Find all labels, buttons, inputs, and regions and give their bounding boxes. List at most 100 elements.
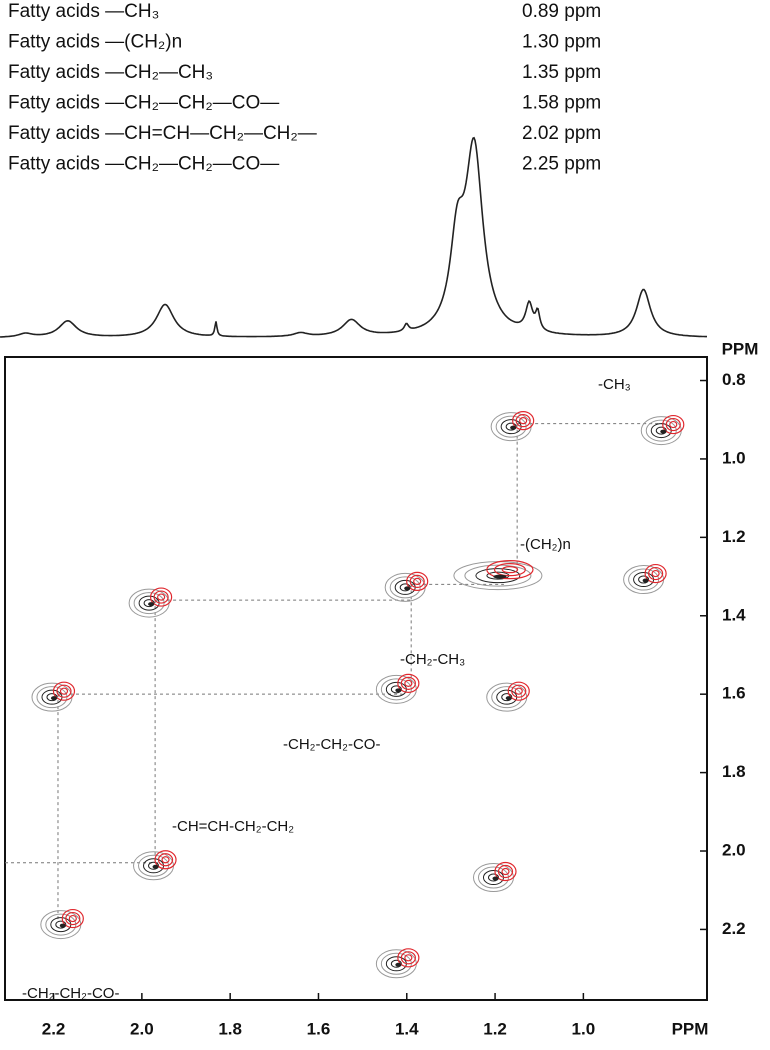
cross-peak — [640, 414, 685, 446]
assignment-group: Fatty acids —CH=CH—CH₂—CH₂— — [8, 123, 317, 144]
contour — [501, 566, 519, 574]
contour — [152, 864, 159, 869]
x-tick-label: 1.2 — [483, 1019, 507, 1038]
x-tick-label: 1.0 — [572, 1019, 596, 1038]
cross-peak — [375, 948, 420, 979]
y-tick-label: 1.4 — [722, 605, 746, 624]
contour — [59, 923, 66, 928]
x-axis-label: PPM — [672, 1019, 709, 1038]
contour — [409, 574, 425, 589]
assignment-group: Fatty acids —CH₂—CH₂—CO— — [8, 154, 279, 175]
cross-peak — [486, 681, 530, 712]
contour — [510, 425, 517, 430]
assignment-group: Fatty acids —CH₂—CH₂—CO— — [8, 93, 279, 114]
contour — [406, 571, 429, 592]
contour — [669, 420, 678, 429]
cross-peak — [384, 571, 429, 602]
assignment-shift: 1.58 ppm — [522, 93, 601, 114]
contour — [157, 853, 174, 867]
assignment-group: Fatty acids —CH₂—CH₃ — [8, 62, 213, 83]
assignment-group: Fatty acids —(CH₂)n — [8, 32, 182, 53]
cross-peak — [31, 681, 76, 712]
contour — [514, 687, 523, 695]
y-tick-label: 1.8 — [722, 762, 746, 781]
contour — [501, 867, 510, 876]
cross-peak — [128, 587, 173, 618]
contour — [486, 560, 534, 580]
contour — [65, 911, 81, 926]
contour — [50, 696, 57, 701]
contour — [475, 568, 521, 584]
contour — [662, 414, 685, 435]
x-tick-label: 1.4 — [395, 1019, 419, 1038]
plot-frame — [4, 356, 708, 1001]
contour — [61, 908, 84, 929]
contour — [519, 417, 528, 425]
y-tick-label: 1.6 — [722, 684, 746, 703]
contour — [400, 951, 416, 965]
contour — [397, 948, 420, 968]
contour — [395, 962, 402, 967]
contour — [511, 684, 527, 698]
contour — [59, 687, 69, 695]
y-tick-label: 2.2 — [722, 919, 746, 938]
contour — [395, 688, 402, 693]
contour — [464, 564, 532, 587]
contour — [56, 684, 72, 698]
x-tick-label: 1.8 — [218, 1019, 242, 1038]
contour — [651, 569, 660, 578]
contour — [413, 577, 422, 586]
contour — [660, 429, 667, 434]
contour — [512, 411, 535, 431]
contour — [644, 563, 667, 584]
contour — [154, 850, 177, 870]
cross-peak — [623, 563, 667, 595]
contour — [515, 414, 531, 428]
contour — [665, 417, 681, 432]
contour — [161, 856, 170, 864]
cross-peak — [375, 673, 420, 704]
contour — [153, 590, 169, 604]
contour — [404, 954, 413, 962]
cross-peak — [490, 411, 535, 442]
y-tick-label: 2.0 — [722, 840, 746, 859]
contour — [397, 673, 420, 693]
assignment-shift: 0.89 ppm — [522, 1, 601, 22]
y-tick-label: 1.2 — [722, 527, 746, 546]
contour — [404, 679, 413, 687]
contour — [648, 566, 664, 581]
cross-peak — [133, 850, 177, 881]
assignment-shift: 1.30 ppm — [522, 32, 601, 53]
peak-annotation: -(CH₂)n — [520, 536, 571, 553]
peak-annotation: -CH=CH-CH₂-CH₂ — [172, 818, 294, 835]
contour — [150, 587, 173, 607]
contour — [493, 574, 507, 579]
cross-peak — [472, 861, 517, 893]
cross-peak — [453, 560, 543, 591]
y-tick-label: 1.0 — [722, 448, 746, 467]
contour — [505, 696, 512, 701]
contour — [68, 914, 77, 923]
assignment-shift: 1.35 ppm — [522, 62, 601, 83]
assignment-shift: 2.25 ppm — [522, 154, 601, 175]
peak-annotation: -CH₂-CH₃ — [400, 651, 465, 668]
contour — [642, 578, 649, 583]
x-tick-label: 2.0 — [130, 1019, 154, 1038]
peak-annotation: -CH₃ — [598, 376, 631, 393]
contour — [148, 602, 155, 607]
assignment-group: Fatty acids —CH₃ — [8, 1, 159, 22]
contour — [493, 563, 526, 577]
spectrum-trace — [0, 136, 707, 338]
contour — [52, 681, 76, 701]
contour — [400, 676, 416, 690]
assignment-shift: 2.02 ppm — [522, 123, 601, 144]
contour — [494, 861, 517, 882]
cross-peak — [40, 908, 84, 940]
contour — [497, 864, 514, 879]
y-axis-label: PPM — [722, 339, 759, 358]
peak-annotation: -CH₂-CH₂-CO- — [283, 736, 380, 753]
contour — [507, 681, 530, 701]
contour — [492, 876, 499, 881]
x-tick-label: 1.6 — [307, 1019, 331, 1038]
